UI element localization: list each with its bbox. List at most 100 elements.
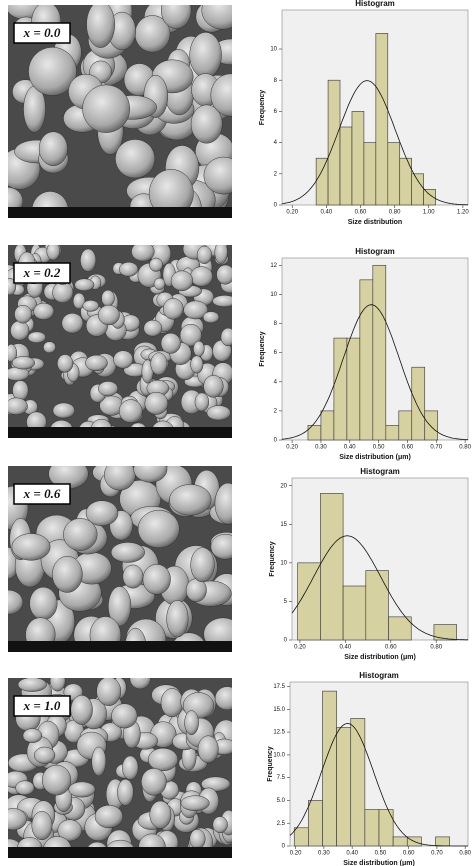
bar bbox=[378, 809, 394, 847]
y-tick-label: 10 bbox=[280, 560, 287, 566]
grain bbox=[68, 781, 96, 798]
grain bbox=[220, 327, 232, 347]
grain bbox=[98, 304, 120, 326]
x-tick-label: 0.70 bbox=[430, 445, 442, 451]
bar bbox=[322, 690, 337, 847]
label-box bbox=[13, 22, 71, 44]
grain bbox=[82, 84, 131, 133]
bar bbox=[392, 836, 408, 847]
grain bbox=[179, 323, 202, 347]
grain bbox=[210, 533, 232, 560]
grain bbox=[27, 331, 46, 344]
y-axis-label: Frequency bbox=[259, 90, 266, 126]
grain bbox=[33, 302, 55, 320]
grain bbox=[161, 5, 192, 29]
grain bbox=[10, 320, 30, 341]
y-tick-label: 2 bbox=[274, 408, 278, 414]
y-tick-label: 6 bbox=[274, 109, 278, 115]
grain bbox=[169, 484, 212, 516]
x-tick-label: 0.40 bbox=[346, 851, 358, 857]
fit-curve bbox=[281, 80, 468, 206]
sem-texture bbox=[8, 245, 232, 438]
bar bbox=[435, 836, 450, 847]
grain bbox=[170, 270, 194, 292]
x-axis-label: Size distribution (μm) bbox=[344, 654, 416, 661]
bar bbox=[308, 800, 323, 847]
grain bbox=[85, 354, 108, 372]
grain bbox=[33, 746, 56, 764]
y-tick-label: 8 bbox=[274, 78, 278, 84]
bar bbox=[388, 616, 412, 641]
grain bbox=[150, 352, 168, 376]
y-tick-label: 0 bbox=[282, 844, 286, 850]
grain bbox=[141, 768, 167, 796]
grain bbox=[212, 816, 228, 834]
grain bbox=[74, 278, 95, 292]
grain bbox=[101, 289, 115, 307]
y-tick-label: 15.0 bbox=[273, 707, 285, 713]
y-tick-label: 8 bbox=[274, 321, 278, 327]
grain bbox=[94, 804, 123, 829]
grain bbox=[11, 356, 35, 370]
grain bbox=[122, 755, 139, 780]
grain bbox=[80, 248, 97, 272]
y-tick-label: 10 bbox=[270, 47, 277, 53]
fit-curve bbox=[291, 535, 468, 641]
bar bbox=[411, 366, 426, 441]
y-tick-label: 4 bbox=[274, 379, 278, 385]
chart-title: Histogram bbox=[359, 671, 399, 680]
grain bbox=[70, 694, 93, 725]
grain bbox=[91, 746, 107, 777]
grain bbox=[115, 139, 156, 179]
label-box bbox=[13, 695, 71, 717]
grain bbox=[190, 104, 223, 144]
grain bbox=[166, 600, 189, 638]
x-tick-label: 0.60 bbox=[385, 645, 397, 651]
grain bbox=[8, 343, 18, 363]
y-tick-label: 2 bbox=[274, 171, 278, 177]
bar bbox=[363, 142, 377, 206]
chart-title: Histogram bbox=[360, 467, 400, 476]
x-tick-label: 0.50 bbox=[375, 851, 387, 857]
y-tick-label: 5 bbox=[284, 599, 288, 605]
grain bbox=[12, 380, 29, 401]
bar bbox=[424, 410, 439, 441]
bar bbox=[364, 809, 380, 847]
grain bbox=[193, 340, 205, 357]
bar bbox=[398, 410, 413, 441]
grain bbox=[17, 678, 47, 692]
grain bbox=[119, 261, 139, 277]
grain bbox=[190, 355, 204, 374]
grain bbox=[180, 795, 210, 811]
grain bbox=[210, 73, 232, 117]
bar bbox=[339, 126, 353, 206]
y-tick-label: 0 bbox=[274, 203, 278, 209]
grain bbox=[61, 313, 84, 334]
x-tick-label: 0.40 bbox=[340, 645, 352, 651]
x-tick-label: 0.80 bbox=[389, 210, 401, 216]
grain bbox=[41, 764, 72, 796]
chart-title: Histogram bbox=[355, 0, 395, 8]
grain bbox=[103, 466, 136, 491]
grain bbox=[113, 350, 134, 369]
grain bbox=[57, 819, 82, 842]
x-tick-label: 0.30 bbox=[315, 445, 327, 451]
x-axis-label: Size distribution (μm) bbox=[339, 454, 411, 461]
grain bbox=[49, 678, 66, 692]
grain bbox=[29, 586, 58, 621]
grain bbox=[28, 47, 77, 96]
x-tick-label: 0.50 bbox=[373, 445, 385, 451]
bar bbox=[350, 718, 366, 847]
grain bbox=[144, 391, 169, 415]
grain bbox=[190, 266, 213, 287]
y-tick-label: 4 bbox=[274, 140, 278, 146]
grain bbox=[52, 402, 75, 419]
grain bbox=[133, 466, 168, 483]
grain bbox=[137, 509, 180, 549]
x-tick-label: 0.20 bbox=[294, 645, 306, 651]
grain bbox=[214, 686, 232, 711]
grain bbox=[184, 710, 199, 736]
grain bbox=[189, 828, 206, 850]
bar bbox=[411, 173, 424, 206]
sem-image: x = 0.6 bbox=[8, 466, 232, 652]
